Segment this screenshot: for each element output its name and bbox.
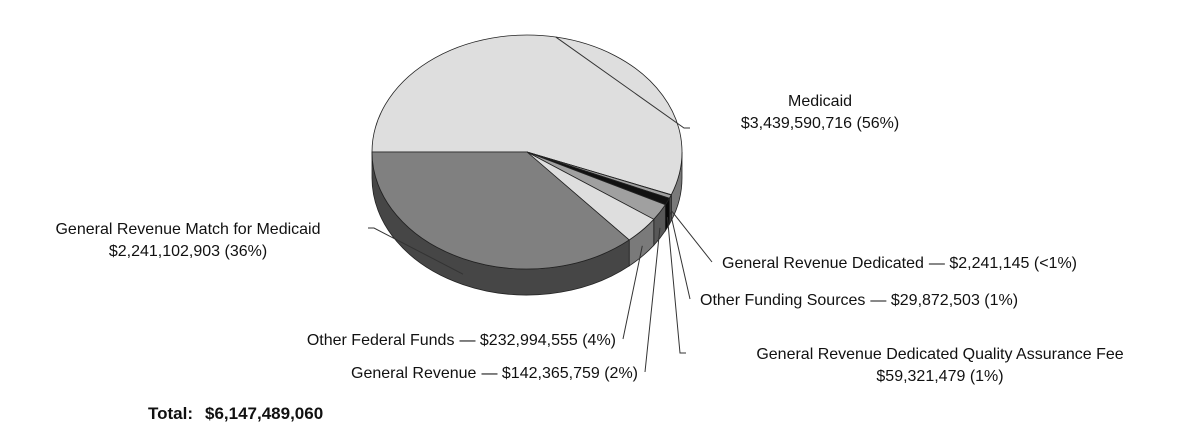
slice-value-label: $2,241,102,903 (36%) xyxy=(109,243,267,260)
slice-label: General Revenue Match for Medicaid xyxy=(55,221,320,238)
leader-line xyxy=(368,227,464,275)
slice-label-line: Other Funding Sources — $29,872,503 (1%) xyxy=(700,292,1018,309)
total-label: Total: xyxy=(148,404,193,423)
slice-label-line: General Revenue Dedicated — $2,241,145 (<… xyxy=(722,255,1077,272)
leader-line xyxy=(622,245,643,340)
slice-value-label: — $29,872,503 (1%) xyxy=(870,292,1018,309)
slice-label: General Revenue Dedicated xyxy=(722,255,924,272)
leader-line xyxy=(666,217,686,354)
slice-value-label: $3,439,590,716 (56%) xyxy=(741,115,899,132)
slice-value-label: $59,321,479 (1%) xyxy=(876,368,1003,385)
leader-line xyxy=(670,210,713,263)
slice xyxy=(371,151,630,270)
leader-line xyxy=(555,36,690,129)
slice-label: Other Federal Funds xyxy=(307,332,455,349)
leader-line xyxy=(669,212,691,300)
slice-value-label: — $2,241,145 (<1%) xyxy=(929,255,1077,272)
slice-label: Other Funding Sources xyxy=(700,292,865,309)
slice-value-label: — $142,365,759 (2%) xyxy=(481,365,638,382)
slice-label: Medicaid xyxy=(788,93,852,110)
leader-line xyxy=(644,227,661,373)
slice-label-line: Other Federal Funds — $232,994,555 (4%) xyxy=(307,332,616,349)
slice-value-label: — $232,994,555 (4%) xyxy=(459,332,616,349)
slice-label-line: General Revenue — $142,365,759 (2%) xyxy=(351,365,638,382)
slice-label: General Revenue xyxy=(351,365,477,382)
slice-label: General Revenue Dedicated Quality Assura… xyxy=(756,346,1123,363)
total-value: $6,147,489,060 xyxy=(205,404,323,423)
